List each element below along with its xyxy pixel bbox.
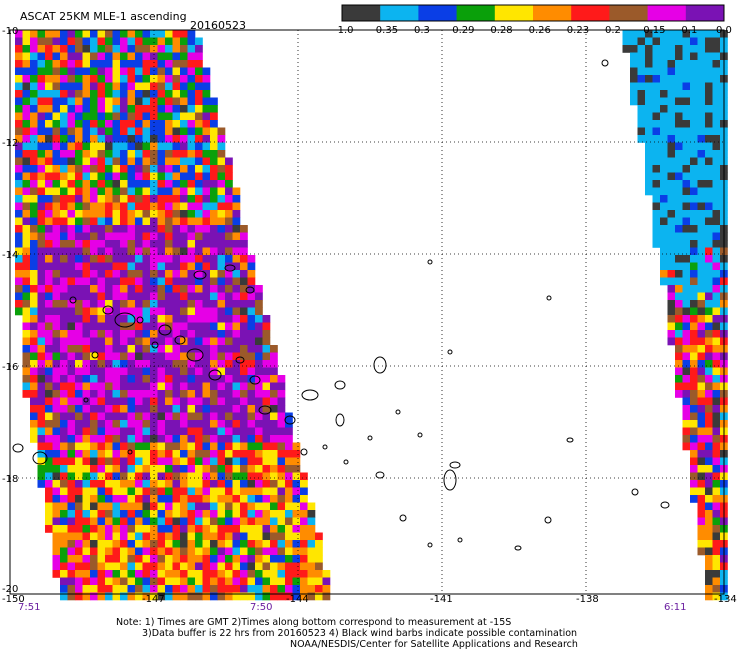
island-outline bbox=[546, 295, 552, 301]
lon-label: -141 bbox=[430, 594, 453, 605]
colorbar-segment bbox=[494, 5, 534, 21]
colorbar-segment bbox=[380, 5, 419, 21]
map-frame bbox=[9, 29, 725, 595]
lon-label: -134 bbox=[714, 594, 737, 605]
island-outline bbox=[427, 542, 433, 548]
lon-label: -147 bbox=[142, 594, 165, 605]
colorbar-tick-label: -0.15 bbox=[640, 25, 666, 36]
island-outline bbox=[69, 296, 77, 304]
note-line-1: Note: 1) Times are GMT 2)Times along bot… bbox=[116, 617, 512, 628]
island-outline bbox=[284, 415, 296, 425]
island-outline bbox=[417, 432, 423, 438]
island-outline bbox=[335, 413, 345, 427]
lat-label: -16 bbox=[2, 362, 18, 373]
island-outline bbox=[186, 348, 204, 362]
lat-label: -18 bbox=[2, 474, 18, 485]
lat-label: -14 bbox=[2, 250, 18, 261]
island-outline bbox=[258, 405, 272, 415]
colorbar-segment bbox=[533, 5, 572, 21]
island-outline bbox=[322, 444, 328, 450]
island-outline bbox=[249, 375, 261, 385]
island-outline bbox=[334, 380, 346, 390]
colorbar-segment bbox=[418, 5, 458, 21]
colorbar-tick-label: -0.26 bbox=[525, 25, 551, 36]
colorbar-tick-label: -0.1 bbox=[678, 25, 698, 36]
left-swath-data bbox=[15, 30, 331, 601]
island-outline bbox=[631, 488, 639, 496]
colorbar-tick-label: -0.3 bbox=[410, 25, 430, 36]
colorbar-tick-label: -0.23 bbox=[563, 25, 589, 36]
island-outline bbox=[12, 443, 24, 453]
island-outline bbox=[660, 501, 670, 509]
island-outline bbox=[224, 264, 236, 272]
island-outline bbox=[32, 451, 48, 465]
colorbar-tick-label: -0.2 bbox=[601, 25, 621, 36]
lat-label: -12 bbox=[2, 138, 18, 149]
colorbar: -1.0 -0.35 -0.3 -0.29 -0.28 -0.26 -0.23 -0.2 -0.… bbox=[334, 4, 732, 36]
colorbar-segment bbox=[685, 5, 725, 21]
island-outline bbox=[544, 516, 552, 524]
lon-label: -138 bbox=[576, 594, 599, 605]
colorbar-tick-label: -0.29 bbox=[449, 25, 475, 36]
time-label: 6:11 bbox=[664, 602, 686, 613]
colorbar-segment bbox=[342, 5, 381, 21]
right-swath-data bbox=[622, 30, 728, 601]
lon-label: -150 bbox=[2, 594, 25, 605]
island-outline bbox=[136, 316, 144, 324]
island-outline bbox=[114, 312, 136, 328]
island-outline bbox=[83, 397, 89, 403]
island-outline bbox=[449, 461, 461, 469]
island-outline bbox=[457, 537, 463, 543]
time-label: 7:51 bbox=[18, 602, 40, 613]
island-outline bbox=[127, 449, 133, 455]
island-outline bbox=[566, 437, 574, 443]
island-outline bbox=[102, 305, 114, 315]
island-outline bbox=[301, 389, 319, 401]
island-outline bbox=[174, 335, 186, 345]
note-line-3: NOAA/NESDIS/Center for Satellite Applica… bbox=[290, 639, 578, 650]
island-outlines bbox=[12, 59, 670, 551]
note-line-2: 3)Data buffer is 22 hrs from 20160523 4)… bbox=[142, 628, 578, 639]
island-outline bbox=[151, 341, 159, 349]
colorbar-segment bbox=[456, 5, 496, 21]
lat-label: -20 bbox=[2, 584, 18, 595]
colorbar-segment bbox=[609, 5, 649, 21]
colorbar-border bbox=[341, 4, 725, 22]
island-outline bbox=[245, 286, 255, 294]
colorbar-tick-label: 0.0 bbox=[716, 25, 732, 36]
colorbar-segment bbox=[571, 5, 610, 21]
product-title: ASCAT 25KM MLE-1 ascending bbox=[20, 10, 187, 23]
island-outline bbox=[300, 448, 308, 456]
island-outline bbox=[193, 270, 207, 280]
island-outline bbox=[427, 259, 433, 265]
island-outline bbox=[373, 356, 387, 374]
colorbar-tick-label: -0.35 bbox=[372, 25, 398, 36]
island-outline bbox=[443, 469, 457, 491]
colorbar-segment bbox=[647, 5, 687, 21]
island-outline bbox=[601, 59, 609, 67]
island-outline bbox=[343, 459, 349, 465]
island-outline bbox=[375, 471, 385, 479]
time-label: 7:50 bbox=[250, 602, 272, 613]
island-outline bbox=[235, 356, 245, 364]
lon-label: -144 bbox=[286, 594, 309, 605]
island-outline bbox=[367, 435, 373, 441]
date-label: 20160523 bbox=[190, 19, 246, 32]
island-outline bbox=[208, 369, 222, 381]
island-outline bbox=[158, 324, 172, 336]
colorbar-tick-label: -1.0 bbox=[334, 25, 354, 36]
island-outline bbox=[91, 351, 99, 359]
island-outline bbox=[395, 409, 401, 415]
colorbar-tick-label: -0.28 bbox=[487, 25, 513, 36]
lat-label: -10 bbox=[2, 26, 18, 37]
island-outline bbox=[447, 349, 453, 355]
island-outline bbox=[399, 514, 407, 522]
island-outline bbox=[514, 545, 522, 551]
